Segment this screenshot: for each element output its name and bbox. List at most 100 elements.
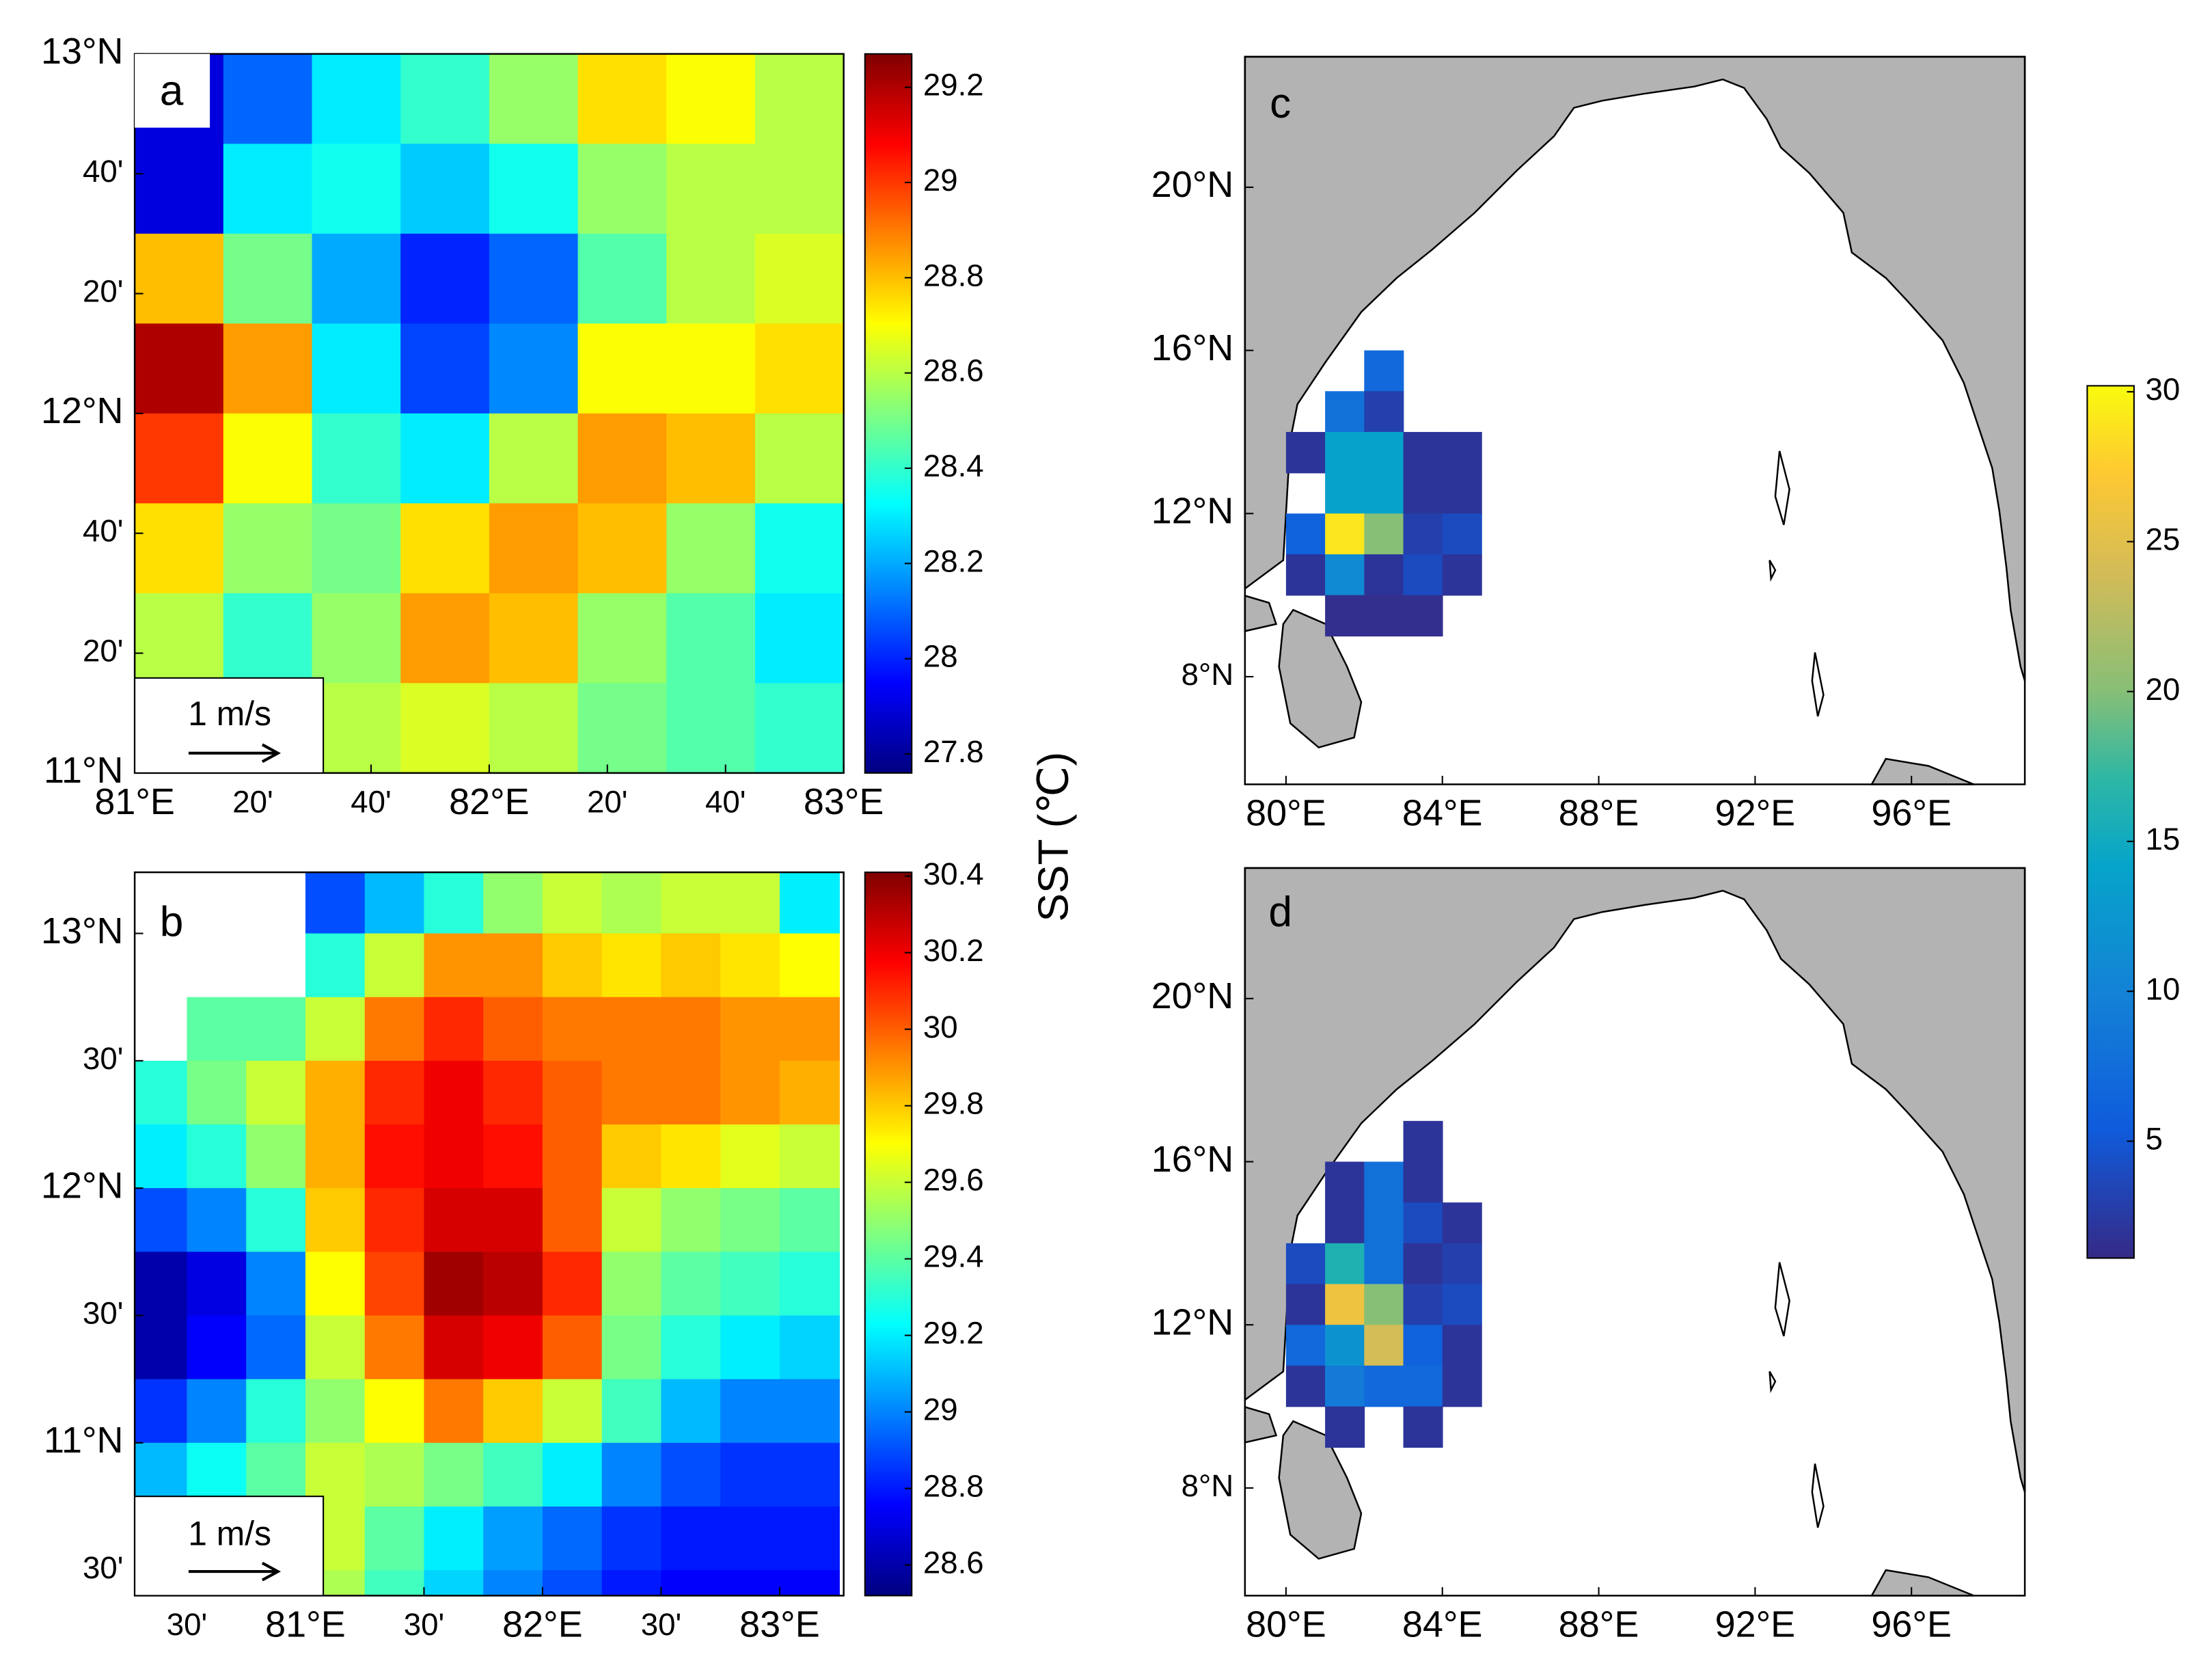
cell	[666, 593, 756, 684]
cell	[135, 1124, 188, 1189]
cell	[223, 53, 313, 145]
cell	[483, 1124, 544, 1189]
cell	[1325, 1243, 1365, 1285]
colorbar-tick-label: 30.2	[923, 933, 984, 968]
cell	[1364, 554, 1404, 596]
colorbar-tick-label: 30.4	[923, 856, 984, 891]
colorbar-tick-label: 30	[923, 1010, 958, 1044]
cell	[1325, 513, 1365, 555]
y-tick-label: 8°N	[1182, 1468, 1234, 1503]
cell	[542, 1188, 603, 1253]
cell	[779, 1570, 840, 1596]
cell	[312, 413, 402, 504]
cell	[661, 872, 722, 934]
cell	[135, 593, 225, 684]
x-tick-label: 30'	[404, 1607, 444, 1642]
cell	[1403, 595, 1443, 637]
cell	[135, 1252, 188, 1316]
cell	[577, 144, 668, 235]
cell	[601, 1570, 662, 1596]
cell	[483, 1252, 544, 1316]
cell	[720, 997, 781, 1062]
cell	[489, 413, 579, 504]
cell	[666, 233, 756, 325]
cell	[1325, 391, 1365, 433]
cell	[661, 1506, 722, 1571]
x-tick-label: 96°E	[1871, 792, 1952, 833]
colorbar-tick-label: 28.2	[923, 543, 984, 578]
cell	[424, 1252, 484, 1316]
cell	[754, 683, 844, 773]
cell	[483, 1315, 544, 1380]
cell	[305, 1252, 366, 1316]
cell	[1364, 1161, 1404, 1204]
cell	[542, 1570, 603, 1596]
cell	[483, 1060, 544, 1126]
cell	[666, 413, 756, 504]
cell	[483, 1379, 544, 1444]
cell	[666, 683, 756, 773]
cell	[489, 683, 579, 773]
y-tick-label: 40'	[83, 513, 123, 548]
cell	[601, 933, 662, 998]
cell	[754, 593, 844, 684]
cell	[577, 593, 668, 684]
y-tick-label: 13°N	[41, 910, 124, 951]
cell	[135, 1379, 188, 1444]
cell	[720, 872, 781, 934]
cell	[577, 413, 668, 504]
cell	[489, 503, 579, 595]
cell	[542, 1506, 603, 1571]
y-tick-label: 12°N	[1151, 1301, 1234, 1342]
cell	[135, 1060, 188, 1126]
cell	[364, 1252, 425, 1316]
panel-label: c	[1270, 80, 1291, 127]
y-tick-label: 20'	[83, 634, 123, 669]
panel-label: d	[1268, 889, 1292, 936]
cell	[1403, 1284, 1443, 1326]
cell	[1325, 1406, 1365, 1448]
y-tick-label: 11°N	[44, 750, 124, 791]
cell	[489, 53, 579, 145]
y-tick-label: 13°N	[41, 31, 124, 72]
colorbar-tick-label: 28.8	[923, 258, 984, 293]
y-tick-label: 20'	[83, 274, 123, 309]
cell	[424, 1315, 484, 1380]
label-box	[135, 53, 210, 128]
plot-frame	[133, 53, 845, 774]
colorbar-tick-label: 20	[2145, 672, 2180, 707]
cell	[779, 1442, 840, 1508]
cell	[1442, 1202, 1482, 1244]
cell	[312, 593, 402, 684]
cell	[779, 1252, 840, 1316]
y-tick-label: 30'	[83, 1296, 123, 1331]
colorbar-tick-label: 28.4	[923, 448, 984, 483]
cell	[364, 1379, 425, 1444]
cell	[542, 933, 603, 998]
y-tick-label: 20°N	[1151, 164, 1234, 205]
x-tick-label: 81°E	[265, 1604, 346, 1645]
cell	[246, 1124, 307, 1189]
y-tick-label: 12°N	[41, 1165, 124, 1206]
x-tick-label: 88°E	[1559, 792, 1639, 833]
cell	[312, 323, 402, 415]
cell	[135, 1315, 188, 1380]
cell	[246, 1252, 307, 1316]
cell	[135, 144, 225, 235]
plot-frame	[133, 871, 845, 1597]
heatmap	[135, 872, 840, 1596]
colorbar-tick-label: 15	[2145, 822, 2180, 856]
cell	[720, 1506, 781, 1571]
scale-arrow	[188, 743, 282, 764]
cell	[720, 1188, 781, 1253]
colorbar-tick-label: 5	[2145, 1122, 2162, 1157]
x-tick-label: 84°E	[1402, 1604, 1483, 1645]
cell	[542, 872, 603, 934]
y-tick-label: 12°N	[1151, 491, 1234, 532]
cell	[424, 1060, 484, 1126]
cell	[1364, 513, 1404, 555]
cell	[400, 53, 491, 145]
cell	[400, 413, 491, 504]
cell	[542, 1315, 603, 1380]
scale-label: 1 m/s	[188, 1514, 271, 1552]
